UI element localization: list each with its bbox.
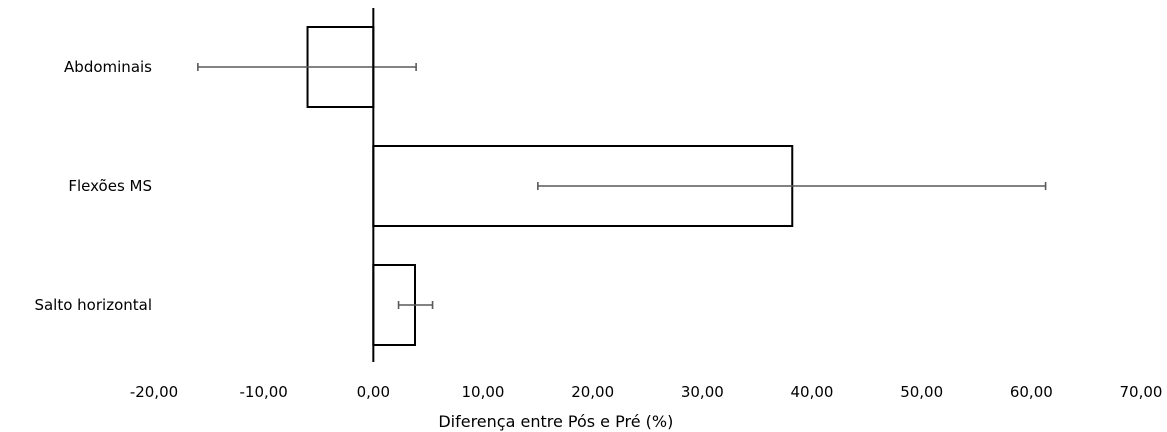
errorbar-salto-horizontal: [397, 301, 434, 309]
errorbar-abdominais: [197, 63, 417, 71]
x-tick-label: 10,00: [462, 383, 505, 401]
x-axis-title: Diferença entre Pós e Pré (%): [438, 412, 673, 431]
x-tick-label: -20,00: [130, 383, 178, 401]
x-tick-label: 60,00: [1010, 383, 1053, 401]
category-labels: Abdominais Flexões MS Salto horizontal: [34, 58, 152, 314]
x-tick-label: 30,00: [681, 383, 724, 401]
category-label-abdominais: Abdominais: [64, 58, 152, 76]
x-tick-label: 0,00: [357, 383, 390, 401]
x-tick-label: 50,00: [900, 383, 943, 401]
category-label-flexoes-ms: Flexões MS: [68, 177, 152, 195]
errorbars-layer: [197, 63, 1047, 309]
x-tick-label: 20,00: [571, 383, 614, 401]
x-tick-label: 40,00: [791, 383, 834, 401]
x-tick-label: -10,00: [239, 383, 287, 401]
x-tick-labels: -20,00 -10,00 0,00 10,00 20,00 30,00 40,00 50,0…: [130, 383, 1163, 401]
x-tick-label: 70,00: [1120, 383, 1163, 401]
category-label-salto-horizontal: Salto horizontal: [34, 296, 152, 314]
errorbar-flexoes-ms: [537, 182, 1047, 190]
